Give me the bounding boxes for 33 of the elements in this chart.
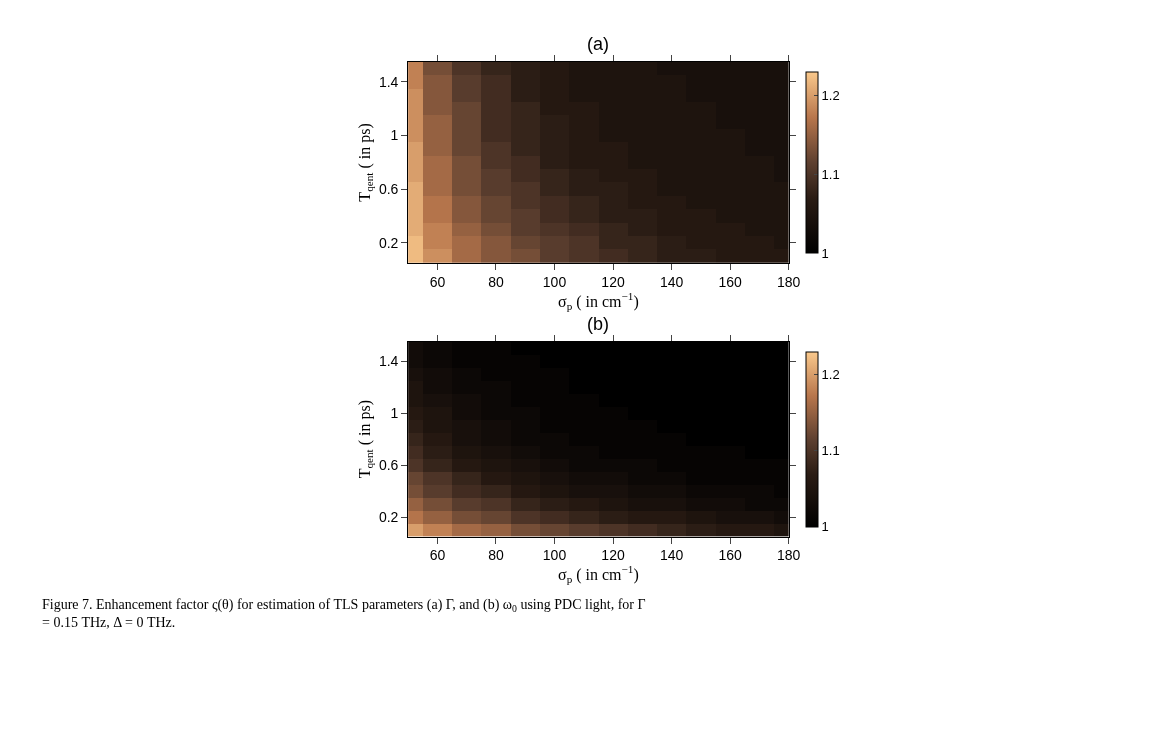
color-bar-label: 1.1 xyxy=(821,166,840,182)
y-tick-label: 1.4 xyxy=(378,353,399,370)
x-tick-label: 100 xyxy=(542,273,567,290)
color-bar-label: 1 xyxy=(821,519,829,535)
x-tick-label: 100 xyxy=(542,547,567,564)
x-tick-label: 140 xyxy=(659,273,684,290)
x-axis-title: σ$_{p}$ ( in cm$^{−1}$) xyxy=(558,563,639,586)
chart-title: (a) xyxy=(587,34,609,54)
y-tick-label: 0.6 xyxy=(378,457,399,474)
color-bar-label: 1.1 xyxy=(821,443,840,459)
x-tick-label: 160 xyxy=(718,547,742,564)
x-tick-label: 60 xyxy=(429,547,446,564)
x-tick-label: 180 xyxy=(776,273,801,290)
y-tick-label: 1 xyxy=(390,405,399,422)
x-tick-label: 80 xyxy=(488,547,504,564)
y-tick-label: 0.2 xyxy=(378,508,399,525)
y-tick-label: 0.6 xyxy=(378,181,399,198)
text: Figure 7. Enhancement factor ς(θ) for estimation of TLS parameters (a) Γ, and (b) ω$_{0}$ using PDC light, for Γ = 0.15 THz, Δ = 0 THz. xyxy=(42,597,646,631)
x-axis-title: σ$_{p}$ ( in cm$^{−1}$) xyxy=(558,289,639,313)
x-tick-label: 120 xyxy=(601,273,625,290)
color-bar-label: 1 xyxy=(821,245,829,261)
x-tick-label: 60 xyxy=(429,273,446,290)
x-tick-label: 80 xyxy=(488,273,504,290)
y-tick-label: 1 xyxy=(390,127,399,144)
y-tick-label: 1.4 xyxy=(378,73,399,90)
x-tick-label: 160 xyxy=(718,273,742,290)
y-tick-label: 0.2 xyxy=(378,234,399,251)
chart-title: (b) xyxy=(587,314,609,334)
color-bar-label: 1.2 xyxy=(821,88,840,104)
x-tick-label: 140 xyxy=(659,547,684,564)
x-tick-label: 120 xyxy=(601,547,625,564)
color-bar-label: 1.2 xyxy=(821,366,840,382)
x-tick-label: 180 xyxy=(776,547,801,564)
